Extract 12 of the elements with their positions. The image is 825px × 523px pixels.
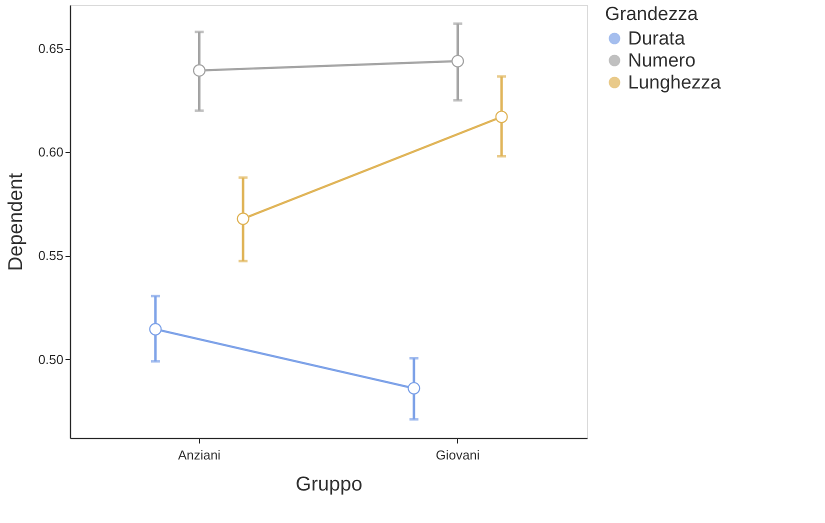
x-tick-label: Giovani (436, 448, 480, 462)
legend-label: Numero (628, 50, 696, 72)
legend-label: Lunghezza (628, 72, 722, 94)
legend-title: Grandezza (605, 4, 698, 25)
x-axis-title: Gruppo (296, 474, 362, 496)
y-axis-title: Dependent (5, 172, 28, 271)
y-tick-label: 0.50 (38, 352, 64, 367)
y-tick-label: 0.55 (38, 248, 64, 264)
y-tick-label: 0.60 (38, 144, 64, 160)
legend-label: Durata (628, 28, 686, 50)
y-tick-label: 0.65 (38, 41, 64, 56)
x-tick-label: Anziani (178, 448, 221, 462)
